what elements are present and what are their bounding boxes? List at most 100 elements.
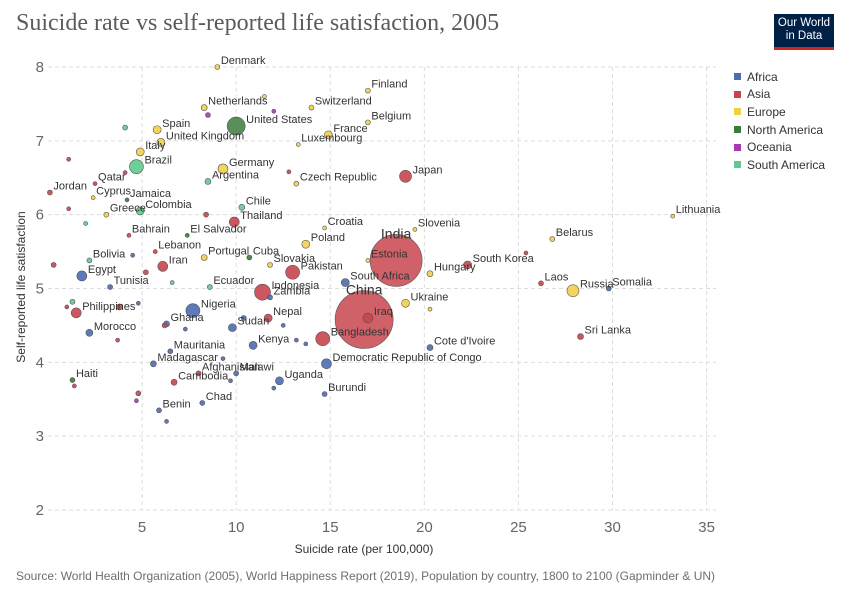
- data-point-argentina[interactable]: [204, 178, 212, 185]
- data-point-nigeria[interactable]: [185, 303, 201, 318]
- data-point-zambia[interactable]: [267, 294, 273, 301]
- data-point[interactable]: [262, 94, 267, 99]
- data-point-lithuania[interactable]: [670, 213, 676, 219]
- data-point[interactable]: [183, 326, 188, 332]
- data-point-spain[interactable]: [152, 125, 162, 135]
- data-point[interactable]: [169, 280, 175, 285]
- data-point-bolivia[interactable]: [86, 257, 93, 264]
- data-point-cote-d-ivoire[interactable]: [426, 344, 434, 351]
- legend-item-south-america[interactable]: South America: [734, 156, 825, 174]
- data-point[interactable]: [294, 337, 299, 343]
- data-point[interactable]: [427, 306, 433, 312]
- data-point[interactable]: [134, 398, 139, 404]
- data-point-czech-republic[interactable]: [293, 180, 300, 187]
- data-point-estonia[interactable]: [365, 258, 371, 263]
- data-point-jordan[interactable]: [47, 189, 53, 196]
- data-point[interactable]: [161, 322, 168, 329]
- data-point-cuba[interactable]: [246, 254, 253, 261]
- data-point-madagascar[interactable]: [150, 360, 157, 368]
- data-point[interactable]: [69, 298, 76, 305]
- data-point[interactable]: [523, 250, 529, 256]
- data-point-el-salvador[interactable]: [184, 233, 190, 238]
- data-point-ecuador[interactable]: [207, 284, 213, 290]
- data-point[interactable]: [271, 385, 277, 391]
- data-point[interactable]: [130, 252, 135, 258]
- data-point[interactable]: [72, 383, 77, 389]
- data-point[interactable]: [203, 211, 209, 218]
- data-point[interactable]: [115, 337, 120, 343]
- data-point-japan[interactable]: [399, 169, 412, 183]
- data-point-pakistan[interactable]: [285, 264, 300, 280]
- data-point-sudan[interactable]: [228, 323, 237, 332]
- data-point-colombia[interactable]: [135, 206, 145, 216]
- data-point[interactable]: [66, 156, 71, 162]
- data-point-cyprus[interactable]: [90, 195, 96, 200]
- data-point-croatia[interactable]: [322, 225, 327, 231]
- data-point-portugal[interactable]: [200, 254, 208, 261]
- data-point-afghanistan[interactable]: [195, 370, 202, 377]
- data-point-south-africa[interactable]: [341, 278, 350, 287]
- data-point-morocco[interactable]: [85, 328, 94, 337]
- data-point-nepal[interactable]: [263, 313, 273, 323]
- data-point-belgium[interactable]: [365, 119, 371, 126]
- data-point[interactable]: [66, 206, 71, 212]
- data-point-slovakia[interactable]: [267, 262, 273, 268]
- data-point-ukraine[interactable]: [401, 298, 410, 308]
- data-point-mauritania[interactable]: [167, 348, 174, 355]
- data-point-greece[interactable]: [103, 211, 110, 218]
- data-point-poland[interactable]: [301, 239, 311, 249]
- data-point[interactable]: [228, 378, 233, 384]
- data-point-south-korea[interactable]: [463, 260, 472, 270]
- data-point-haiti[interactable]: [69, 377, 76, 383]
- owid-logo[interactable]: Our World in Data: [774, 14, 834, 50]
- data-point-netherlands[interactable]: [200, 104, 208, 111]
- data-point-finland[interactable]: [365, 87, 371, 94]
- data-point-thailand[interactable]: [228, 216, 240, 228]
- data-point-benin[interactable]: [156, 407, 162, 414]
- data-point-russia[interactable]: [566, 284, 580, 298]
- data-point-belarus[interactable]: [549, 236, 556, 242]
- data-point-france[interactable]: [324, 130, 333, 140]
- data-point[interactable]: [143, 269, 149, 276]
- data-point[interactable]: [83, 221, 88, 226]
- data-point[interactable]: [122, 170, 128, 175]
- data-point-kenya[interactable]: [248, 341, 258, 350]
- data-point-laos[interactable]: [538, 280, 544, 287]
- data-point-philippines[interactable]: [70, 307, 82, 319]
- legend-item-europe[interactable]: Europe: [734, 103, 825, 121]
- data-point-lebanon[interactable]: [152, 249, 158, 254]
- data-point-tunisia[interactable]: [107, 284, 113, 290]
- data-point-bahrain[interactable]: [126, 233, 132, 238]
- data-point[interactable]: [271, 109, 277, 114]
- data-point-cambodia[interactable]: [170, 378, 178, 386]
- data-point[interactable]: [135, 390, 142, 397]
- data-point-united-states[interactable]: [226, 116, 246, 136]
- legend-item-north-america[interactable]: North America: [734, 121, 825, 139]
- data-point-democratic-republic-of-congo[interactable]: [321, 358, 332, 370]
- data-point-indonesia[interactable]: [254, 283, 271, 301]
- legend-item-asia[interactable]: Asia: [734, 86, 825, 104]
- data-point-burundi[interactable]: [321, 391, 328, 397]
- data-point[interactable]: [286, 169, 292, 175]
- data-point-bangladesh[interactable]: [315, 331, 331, 347]
- data-point-slovenia[interactable]: [412, 227, 418, 232]
- data-point[interactable]: [205, 112, 211, 118]
- data-point[interactable]: [116, 303, 123, 311]
- data-point-somalia[interactable]: [605, 285, 612, 292]
- data-point-hungary[interactable]: [426, 270, 434, 278]
- data-point-jamaica[interactable]: [124, 197, 130, 203]
- data-point-luxembourg[interactable]: [295, 142, 301, 147]
- data-point-uganda[interactable]: [275, 376, 284, 386]
- data-point[interactable]: [220, 356, 226, 361]
- data-point-sri-lanka[interactable]: [577, 333, 584, 340]
- data-point-germany[interactable]: [217, 163, 229, 175]
- data-point[interactable]: [50, 262, 57, 268]
- data-point-switzerland[interactable]: [308, 104, 315, 111]
- data-point-iran[interactable]: [157, 261, 169, 272]
- data-point[interactable]: [280, 323, 286, 328]
- legend-item-oceania[interactable]: Oceania: [734, 138, 825, 156]
- legend-item-africa[interactable]: Africa: [734, 68, 825, 86]
- data-point-iraq[interactable]: [362, 312, 374, 324]
- data-point-malawi[interactable]: [233, 370, 239, 377]
- data-point[interactable]: [136, 300, 141, 306]
